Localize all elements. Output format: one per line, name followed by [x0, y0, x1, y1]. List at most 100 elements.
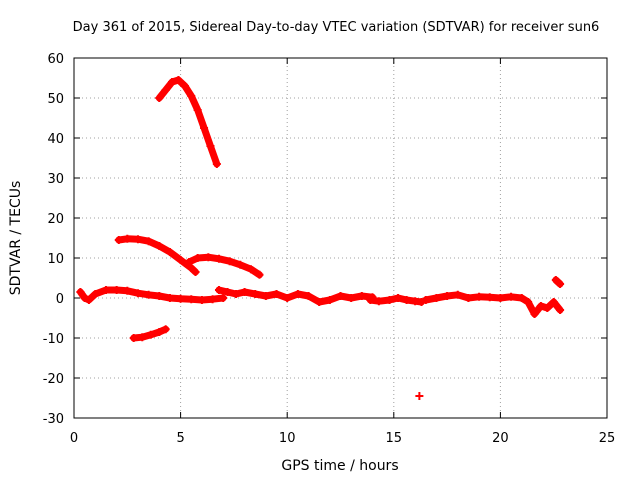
y-tick-label: 20 [47, 212, 64, 227]
data-point [187, 264, 196, 272]
series-baseline-c [366, 294, 426, 306]
x-tick-label: 10 [279, 431, 296, 446]
data-point [168, 78, 177, 86]
data-point [530, 310, 539, 318]
data-point [507, 292, 516, 301]
y-tick-label: 30 [47, 172, 64, 187]
data-point [464, 294, 473, 302]
data-point [549, 298, 558, 306]
data-point [255, 270, 264, 279]
data-point [138, 333, 147, 342]
data-point [443, 292, 452, 300]
y-tick-label: 10 [47, 252, 64, 267]
data-point [543, 304, 552, 312]
data-point [304, 292, 313, 300]
data-point [206, 142, 215, 150]
data-point [176, 294, 185, 303]
data-point [347, 294, 356, 302]
y-tick-label: 40 [47, 132, 64, 147]
data-point [485, 293, 494, 302]
data-point [193, 254, 202, 262]
data-point [232, 290, 241, 298]
data-point [223, 288, 232, 296]
data-point [453, 290, 462, 299]
data-point [112, 286, 121, 294]
data-point [101, 286, 110, 294]
data-point [76, 288, 85, 296]
data-point [200, 124, 209, 132]
series-baseline-d [421, 290, 565, 318]
chart-title: Day 361 of 2015, Sidereal Day-to-day VTE… [73, 20, 600, 35]
data-point [146, 330, 155, 339]
data-point [155, 94, 164, 102]
data-point [155, 328, 164, 336]
data-point [524, 298, 533, 306]
data-point [123, 286, 132, 295]
data-point [214, 254, 223, 263]
data-point [551, 276, 560, 284]
data-point [475, 292, 484, 301]
data-point [556, 306, 565, 314]
y-tick-label: 0 [56, 292, 64, 307]
y-tick-label: -30 [43, 412, 64, 427]
data-point [161, 86, 170, 94]
series-trace [215, 286, 376, 306]
data-point [366, 296, 375, 304]
series-arc-high [155, 76, 221, 168]
data-point [161, 325, 170, 334]
data-point [219, 294, 228, 302]
data-point [91, 290, 100, 298]
data-point [432, 294, 441, 302]
data-point [123, 234, 132, 243]
data-point [402, 296, 411, 304]
y-tick-label: 50 [47, 92, 64, 107]
x-tick-label: 25 [599, 431, 616, 446]
data-points [76, 76, 565, 400]
data-point [114, 236, 123, 244]
data-point [204, 253, 213, 262]
series-arc-10 [185, 253, 264, 279]
data-point [187, 295, 196, 304]
data-point [357, 292, 366, 300]
data-point [155, 242, 164, 250]
y-axis-label: SDTVAR / TECUs [8, 181, 24, 296]
data-point [325, 296, 334, 304]
data-point [240, 288, 249, 296]
data-point [385, 296, 394, 304]
series-trace [155, 76, 221, 168]
data-point [174, 76, 183, 84]
data-point [187, 92, 196, 100]
data-point [374, 297, 383, 306]
x-tick-label: 20 [492, 431, 509, 446]
plot-frame [73, 57, 608, 419]
series-trace [76, 286, 227, 304]
series-arc-neg10 [129, 325, 170, 342]
data-point [212, 160, 221, 168]
data-point [236, 260, 245, 269]
data-point [251, 290, 260, 298]
data-point [315, 298, 324, 306]
data-point [144, 237, 153, 246]
y-tick-label: 60 [47, 52, 64, 67]
data-point [293, 290, 302, 298]
data-point [176, 256, 185, 264]
data-point [394, 294, 403, 302]
data-point [165, 294, 174, 302]
x-tick-label: 0 [70, 431, 78, 446]
data-point [80, 294, 89, 302]
series-baseline-a [76, 286, 228, 304]
data-point [197, 296, 206, 304]
data-point [415, 392, 424, 400]
data-point [272, 290, 281, 298]
data-point [421, 296, 430, 304]
data-point [155, 292, 164, 300]
data-point [193, 106, 202, 114]
data-point [185, 258, 194, 266]
data-point [165, 248, 174, 256]
data-point [225, 257, 234, 266]
data-point [214, 286, 223, 294]
series-isolated-2 [551, 276, 565, 288]
series-isolated-1 [415, 392, 424, 400]
